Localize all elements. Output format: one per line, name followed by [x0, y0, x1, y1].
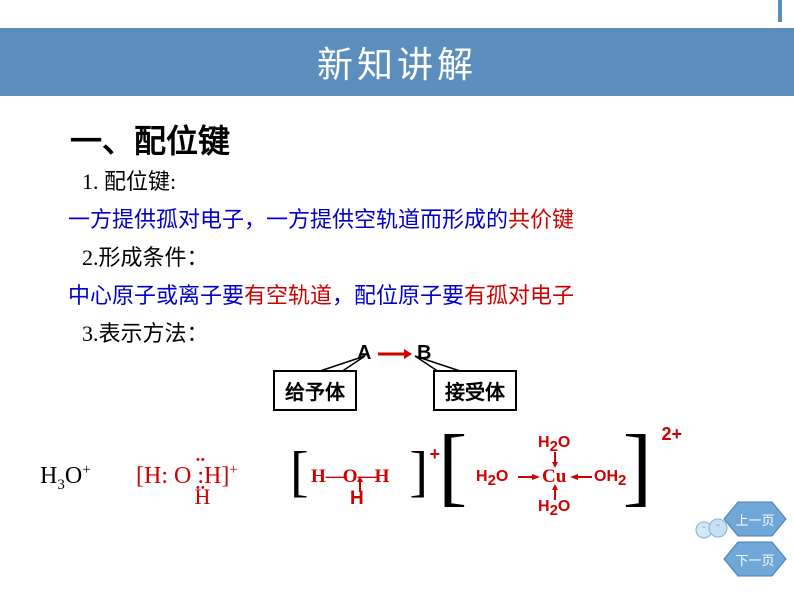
struct1-line: H—O—H	[311, 466, 389, 488]
next-page-button[interactable]: 下一页	[722, 540, 788, 578]
oh2-right: OH2	[594, 468, 626, 489]
title-banner: 新知讲解	[0, 28, 794, 96]
arrow-down-icon	[550, 452, 560, 468]
p2a: 中心原子或离子要	[68, 283, 244, 308]
arrow-left-icon	[570, 472, 592, 482]
arrow-icon	[378, 346, 412, 362]
prev-label: 上一页	[735, 510, 774, 529]
cu-complex: [ H2O H2O H2O OH2 Cu ] 2+	[444, 424, 674, 524]
donor-box: 给予体	[273, 370, 357, 411]
h3o-formula: H3O+	[40, 462, 91, 494]
cu-charge: 2+	[661, 424, 682, 445]
point-3-label: 3.表示方法：	[82, 316, 209, 348]
point-1-label: 1. 配位键:	[82, 164, 176, 196]
acceptor-box: 接受体	[433, 370, 517, 411]
point-1-body: 一方提供孤对电子，一方提供空轨道而形成的共价键	[68, 202, 574, 234]
next-label: 下一页	[735, 550, 774, 569]
prev-page-button[interactable]: 上一页	[722, 500, 788, 538]
p2c: ，配位原子要	[332, 283, 464, 308]
h2o-bot: H2O	[538, 498, 570, 519]
point-2-label: 2.形成条件：	[82, 240, 209, 272]
section-heading: 一、配位键	[70, 116, 230, 162]
p2b: 有空轨道	[244, 283, 332, 308]
p1-text-a: 一方提供孤对电子，一方提供空轨道而形成的	[68, 207, 508, 232]
arrow-up2-icon	[550, 484, 560, 500]
accent-bar	[778, 0, 782, 22]
bracket-right-icon: ]	[409, 440, 428, 504]
struct1-h-below: H	[350, 488, 364, 510]
lone-pair-top-icon: ••	[196, 454, 206, 466]
bracket2-right-icon: ]	[623, 416, 652, 517]
banner-title: 新知讲解	[317, 36, 477, 88]
lewis-h-below: H	[195, 484, 211, 510]
lewis-structure: [H: O :H]+ •• •• H	[136, 462, 238, 490]
cu-complex-body: H2O H2O H2O OH2 Cu	[462, 432, 642, 512]
ab-diagram: A B 给予体 接受体	[245, 342, 535, 406]
arrow-right-icon	[518, 472, 540, 482]
point-2-body: 中心原子或离子要有空轨道，配位原子要有孤对电子	[68, 278, 574, 310]
h2o-left: H2O	[476, 468, 508, 489]
structural-formula-1: [ H—O—H H ] +	[294, 446, 424, 516]
p2d: 有孤对电子	[464, 283, 574, 308]
p1-text-b: 共价键	[508, 207, 574, 232]
bracket-left-icon: [	[290, 440, 309, 504]
